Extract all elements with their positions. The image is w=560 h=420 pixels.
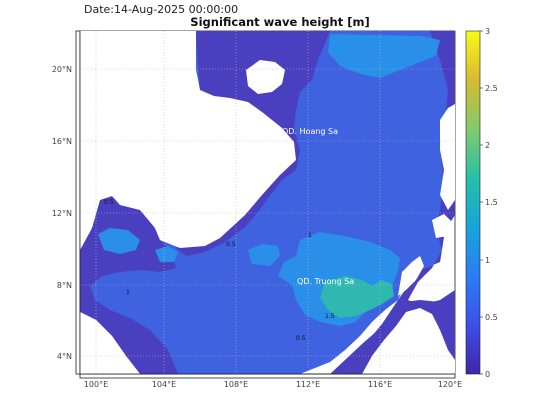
lon-tick: 112°E (296, 380, 320, 389)
land-borneo (362, 308, 455, 374)
contour-label: 1.5 (325, 313, 335, 320)
lon-tick: 108°E (224, 380, 248, 389)
colorbar-tick: 2.5 (485, 84, 498, 93)
sea-high-gulf-2 (155, 246, 178, 262)
colorbar-tick: 0.5 (485, 313, 498, 322)
land-philippines-mindoro (432, 214, 452, 238)
land-philippines-luzon (440, 104, 455, 210)
colorbar-tick-labels: 3 2.5 2 1.5 1 0.5 0 (485, 27, 498, 379)
contour-label: 1 (308, 232, 312, 239)
colorbar-tick: 1.5 (485, 198, 498, 207)
colorbar-tick: 2 (485, 141, 490, 150)
sea-low-north-coast (176, 31, 330, 256)
graticule (80, 31, 455, 374)
lat-tick: 20°N (52, 65, 72, 74)
place-label-truong-sa: QD. Truong Sa (297, 277, 354, 286)
colorbar-tick: 3 (485, 27, 490, 36)
contour-label: 1 (126, 289, 130, 296)
land-hainan (246, 60, 285, 94)
colorbar-tick: 1 (485, 256, 490, 265)
sea-high-northeast (328, 34, 440, 78)
lat-tick: 4°N (57, 352, 72, 361)
contour-label: 0.5 (226, 241, 236, 248)
lon-tick: 100°E (84, 380, 108, 389)
lon-tick-labels: 100°E 104°E 108°E 112°E 116°E 120°E (84, 380, 462, 389)
contour-label: 0.5 (104, 199, 114, 206)
sea-high-south-vn (248, 244, 280, 266)
date-label: Date:14-Aug-2025 00:00:00 (84, 3, 239, 16)
lon-tick: 116°E (368, 380, 392, 389)
lat-tick-labels: 20°N 16°N 12°N 8°N 4°N (52, 65, 72, 361)
land-mainland (80, 31, 296, 250)
sea-peak-spratly (320, 276, 394, 318)
lat-tick: 16°N (52, 137, 72, 146)
lat-tick: 12°N (52, 209, 72, 218)
colorbar (465, 30, 481, 375)
place-label-hoang-sa: QD. Hoang Sa (282, 127, 338, 136)
land-malay-peninsula (80, 312, 140, 374)
map-content (80, 31, 455, 374)
lat-tick: 8°N (57, 281, 72, 290)
colorbar-ticks (480, 30, 483, 375)
frame-border (75, 30, 456, 379)
land-philippines-palawan (398, 256, 424, 296)
contour-label: 0.5 (296, 335, 306, 342)
colorbar-tick: 0 (485, 370, 490, 379)
sea-high-gulf (98, 228, 140, 254)
lon-tick: 120°E (438, 380, 462, 389)
lon-tick: 104°E (152, 380, 176, 389)
map-title: Significant wave height [m] (190, 15, 370, 29)
